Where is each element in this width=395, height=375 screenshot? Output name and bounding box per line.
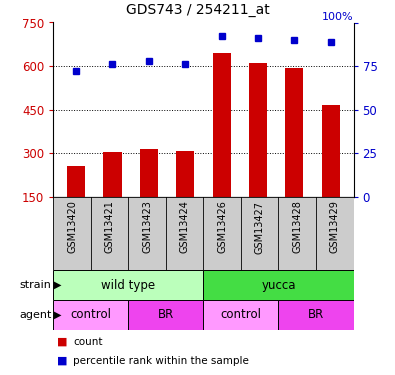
Text: BR: BR bbox=[158, 309, 174, 321]
Bar bbox=[213, 53, 231, 197]
Bar bbox=[140, 149, 158, 197]
Bar bbox=[176, 151, 194, 197]
Bar bbox=[203, 300, 278, 330]
Bar bbox=[67, 166, 85, 197]
Text: GSM13427: GSM13427 bbox=[255, 201, 265, 254]
Text: ▶: ▶ bbox=[54, 310, 62, 320]
Text: GDS743 / 254211_at: GDS743 / 254211_at bbox=[126, 3, 269, 17]
Text: GSM13426: GSM13426 bbox=[217, 201, 227, 254]
Text: GSM13421: GSM13421 bbox=[105, 201, 115, 254]
Bar bbox=[53, 270, 203, 300]
Bar bbox=[53, 300, 128, 330]
Text: agent: agent bbox=[19, 310, 51, 320]
Text: count: count bbox=[73, 337, 103, 347]
Bar bbox=[128, 300, 203, 330]
Text: control: control bbox=[220, 309, 261, 321]
Text: ■: ■ bbox=[57, 337, 68, 347]
Text: control: control bbox=[70, 309, 111, 321]
Text: BR: BR bbox=[308, 309, 324, 321]
Text: yucca: yucca bbox=[261, 279, 296, 291]
Text: 100%: 100% bbox=[322, 12, 354, 22]
Bar bbox=[278, 300, 354, 330]
Text: wild type: wild type bbox=[101, 279, 156, 291]
Text: GSM13420: GSM13420 bbox=[67, 201, 77, 254]
Text: GSM13423: GSM13423 bbox=[142, 201, 152, 254]
Text: strain: strain bbox=[19, 280, 51, 290]
Bar bbox=[203, 270, 354, 300]
Text: GSM13429: GSM13429 bbox=[330, 201, 340, 254]
Text: ▶: ▶ bbox=[54, 280, 62, 290]
Bar bbox=[322, 105, 340, 197]
Bar bbox=[285, 68, 303, 197]
Text: GSM13428: GSM13428 bbox=[292, 201, 302, 254]
Bar bbox=[249, 63, 267, 197]
Bar bbox=[103, 152, 122, 197]
Text: GSM13424: GSM13424 bbox=[180, 201, 190, 254]
Text: percentile rank within the sample: percentile rank within the sample bbox=[73, 356, 249, 366]
Text: ■: ■ bbox=[57, 356, 68, 366]
